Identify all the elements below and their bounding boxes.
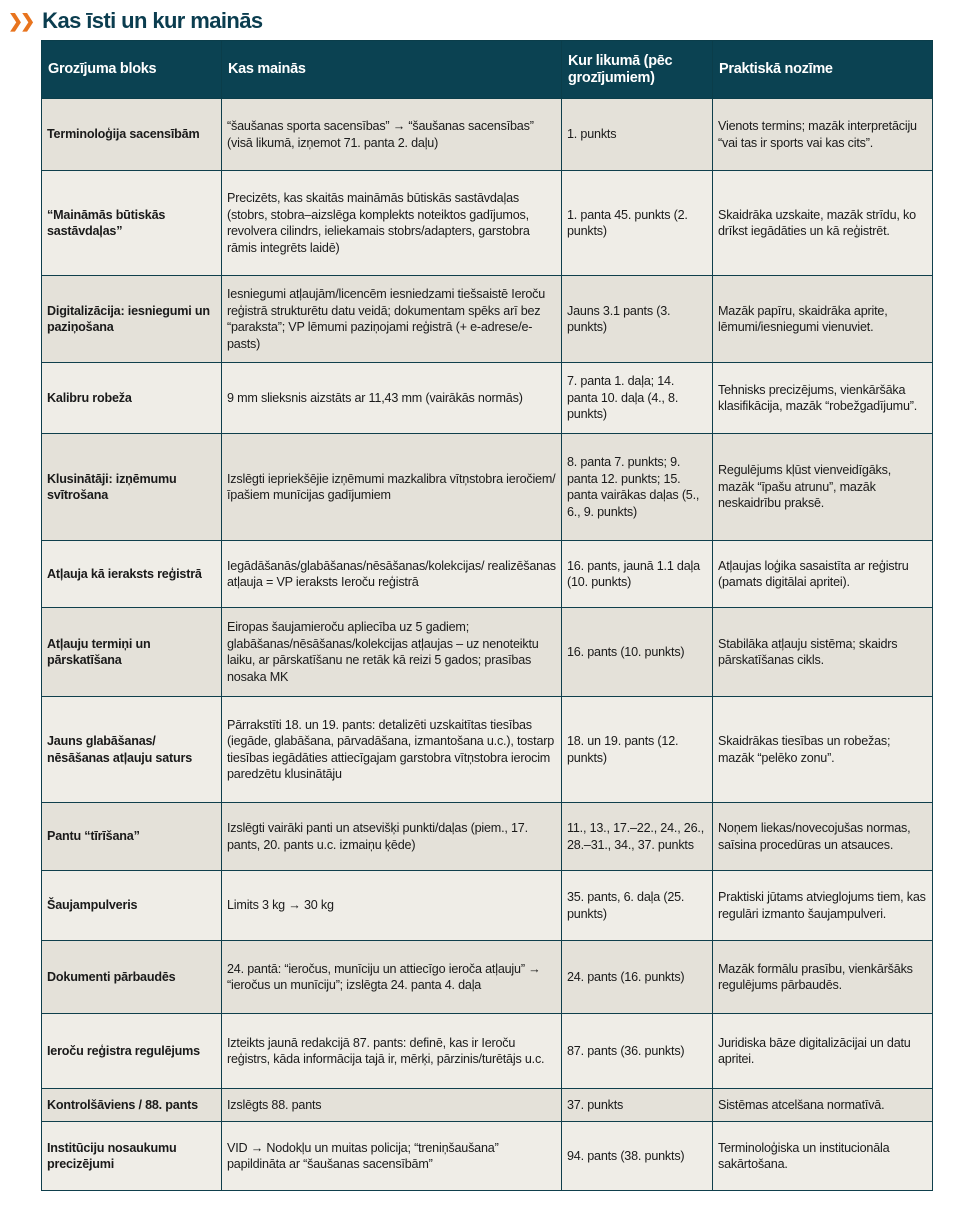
table-row: Institūciju nosaukumu precizējumi VID → N… xyxy=(41,1121,933,1191)
cell-where-in-law: 1. punkts xyxy=(561,98,713,171)
cell-what-changes: Izteikts jaunā redakcijā 87. pants: defi… xyxy=(221,1013,562,1089)
cell-practical-meaning: Atļaujas loģika sasaistīta ar reģistru (… xyxy=(712,540,933,608)
cell-what-changes: Pārrakstīti 18. un 19. pants: detalizēti… xyxy=(221,696,562,803)
cell-where-in-law: 94. pants (38. punkts) xyxy=(561,1121,713,1191)
table-row: Atļauju termiņi un pārskatīšana Eiropas š… xyxy=(41,607,933,697)
cell-what-changes: Izslēgti iepriekšējie izņēmumi mazkalibr… xyxy=(221,433,562,541)
table-header-row: Grozījuma bloks Kas mainās Kur likumā (p… xyxy=(41,40,933,99)
cell-amendment-block: Klusinātāji: izņēmumu svītrošana xyxy=(41,433,222,541)
cell-amendment-block: Šaujampulveris xyxy=(41,870,222,941)
cell-what-changes: Izslēgts 88. pants xyxy=(221,1088,562,1122)
table-row: Atļauja kā ieraksts reģistrā Iegādāšanās/… xyxy=(41,540,933,608)
cell-where-in-law: 35. pants, 6. daļa (25. punkts) xyxy=(561,870,713,941)
double-chevron-icon: ❯❯ xyxy=(8,10,35,31)
cell-amendment-block: Pantu “tīrīšana” xyxy=(41,802,222,871)
cell-what-changes: Eiropas šaujamieroču apliecība uz 5 gadi… xyxy=(221,607,562,697)
cell-amendment-block: “Maināmās būtiskās sastāvdaļas” xyxy=(41,170,222,276)
cell-amendment-block: Kontrolšāviens / 88. pants xyxy=(41,1088,222,1122)
cell-what-changes: Izslēgti vairāki panti un atsevišķi punk… xyxy=(221,802,562,871)
cell-amendment-block: Ieroču reģistra regulējums xyxy=(41,1013,222,1089)
cell-amendment-block: Institūciju nosaukumu precizējumi xyxy=(41,1121,222,1191)
cell-amendment-block: Digitalizācija: iesniegumi un paziņošana xyxy=(41,275,222,363)
cell-what-changes: Iesniegumi atļaujām/licencēm iesniedzami… xyxy=(221,275,562,363)
cell-where-in-law: 16. pants (10. punkts) xyxy=(561,607,713,697)
table-row: Jauns glabāšanas/ nēsāšanas atļauju satu… xyxy=(41,696,933,803)
column-header: Grozījuma bloks xyxy=(41,40,222,99)
page-title: Kas īsti un kur mainās xyxy=(42,8,263,33)
cell-what-changes: Iegādāšanās/glabāšanas/nēsāšanas/kolekci… xyxy=(221,540,562,608)
cell-amendment-block: Atļauju termiņi un pārskatīšana xyxy=(41,607,222,697)
cell-where-in-law: 87. pants (36. punkts) xyxy=(561,1013,713,1089)
table-row: Klusinātāji: izņēmumu svītrošana Izslēgti… xyxy=(41,433,933,541)
cell-practical-meaning: Skaidrākas tiesības un robežas; mazāk “p… xyxy=(712,696,933,803)
cell-where-in-law: 24. pants (16. punkts) xyxy=(561,940,713,1014)
cell-practical-meaning: Mazāk papīru, skaidrāka aprite, lēmumi/i… xyxy=(712,275,933,363)
table-row: Terminoloģija sacensībām “šaušanas sporta… xyxy=(41,98,933,171)
table-row: Šaujampulveris Limits 3 kg → 30 kg 35. pan… xyxy=(41,870,933,941)
table-row: Digitalizācija: iesniegumi un paziņošana… xyxy=(41,275,933,363)
cell-where-in-law: 18. un 19. pants (12. punkts) xyxy=(561,696,713,803)
cell-what-changes: 9 mm slieksnis aizstāts ar 11,43 mm (vai… xyxy=(221,362,562,434)
cell-amendment-block: Terminoloģija sacensībām xyxy=(41,98,222,171)
cell-practical-meaning: Mazāk formālu prasību, vienkāršāks regul… xyxy=(712,940,933,1014)
cell-practical-meaning: Skaidrāka uzskaite, mazāk strīdu, ko drī… xyxy=(712,170,933,276)
cell-amendment-block: Kalibru robeža xyxy=(41,362,222,434)
cell-where-in-law: 1. panta 45. punkts (2. punkts) xyxy=(561,170,713,276)
cell-where-in-law: 37. punkts xyxy=(561,1088,713,1122)
cell-what-changes: 24. pantā: “ieročus, munīciju un attiecī… xyxy=(221,940,562,1014)
cell-amendment-block: Dokumenti pārbaudēs xyxy=(41,940,222,1014)
cell-what-changes: “šaušanas sporta sacensības” → “šaušanas… xyxy=(221,98,562,171)
table-row: Kontrolšāviens / 88. pants Izslēgts 88. p… xyxy=(41,1088,933,1122)
cell-where-in-law: 8. panta 7. punkts; 9. panta 12. punkts;… xyxy=(561,433,713,541)
table-row: Kalibru robeža 9 mm slieksnis aizstāts ar… xyxy=(41,362,933,434)
cell-what-changes: VID → Nodokļu un muitas policija; “treni… xyxy=(221,1121,562,1191)
cell-amendment-block: Jauns glabāšanas/ nēsāšanas atļauju satu… xyxy=(41,696,222,803)
table-row: Dokumenti pārbaudēs 24. pantā: “ieročus, … xyxy=(41,940,933,1014)
cell-where-in-law: 7. panta 1. daļa; 14. panta 10. daļa (4.… xyxy=(561,362,713,434)
cell-practical-meaning: Regulējums kļūst vienveidīgāks, mazāk “ī… xyxy=(712,433,933,541)
cell-practical-meaning: Terminoloģiska un institucionāla sakārto… xyxy=(712,1121,933,1191)
column-header: Praktiskā nozīme xyxy=(712,40,933,99)
section-heading: ❯❯ Kas īsti un kur mainās xyxy=(8,8,263,34)
column-header: Kas mainās xyxy=(221,40,562,99)
table-row: Pantu “tīrīšana” Izslēgti vairāki panti u… xyxy=(41,802,933,871)
cell-amendment-block: Atļauja kā ieraksts reģistrā xyxy=(41,540,222,608)
column-header: Kur likumā (pēc grozījumiem) xyxy=(561,40,713,99)
cell-practical-meaning: Tehnisks precizējums, vienkāršāka klasif… xyxy=(712,362,933,434)
cell-where-in-law: 11., 13., 17.–22., 24., 26., 28.–31., 34… xyxy=(561,802,713,871)
changes-table: Grozījuma bloks Kas mainās Kur likumā (p… xyxy=(41,40,933,1191)
cell-practical-meaning: Juridiska bāze digitalizācijai un datu a… xyxy=(712,1013,933,1089)
cell-what-changes: Precizēts, kas skaitās maināmās būtiskās… xyxy=(221,170,562,276)
cell-what-changes: Limits 3 kg → 30 kg xyxy=(221,870,562,941)
table-row: “Maināmās būtiskās sastāvdaļas” Precizēts… xyxy=(41,170,933,276)
cell-practical-meaning: Vienots termins; mazāk interpretāciju “v… xyxy=(712,98,933,171)
cell-practical-meaning: Sistēmas atcelšana normatīvā. xyxy=(712,1088,933,1122)
table-row: Ieroču reģistra regulējums Izteikts jaunā… xyxy=(41,1013,933,1089)
cell-practical-meaning: Praktiski jūtams atvieglojums tiem, kas … xyxy=(712,870,933,941)
cell-where-in-law: Jauns 3.1 pants (3. punkts) xyxy=(561,275,713,363)
cell-practical-meaning: Stabilāka atļauju sistēma; skaidrs pārsk… xyxy=(712,607,933,697)
cell-practical-meaning: Noņem liekas/novecojušas normas, saīsina… xyxy=(712,802,933,871)
cell-where-in-law: 16. pants, jaunā 1.1 daļa (10. punkts) xyxy=(561,540,713,608)
